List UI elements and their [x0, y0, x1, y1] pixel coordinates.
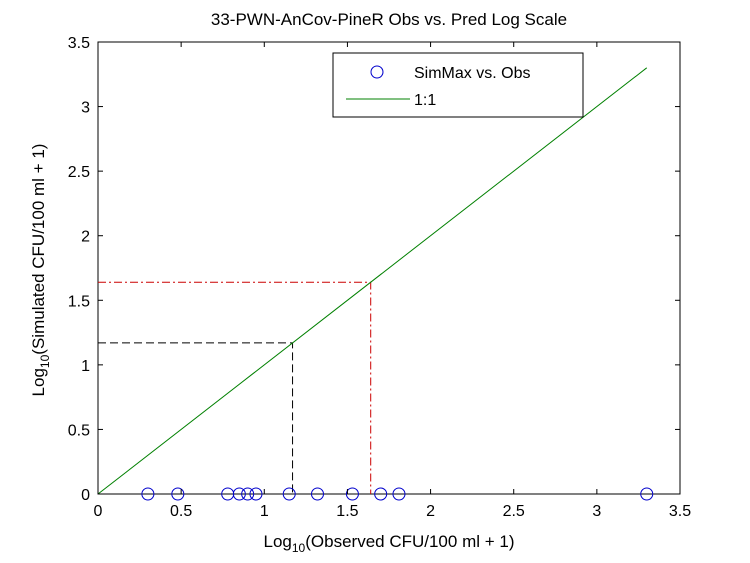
y-tick-label: 3 [81, 100, 90, 117]
legend-box [332, 52, 584, 118]
y-tick-label: 0.5 [68, 422, 90, 439]
x-tick-label: 3.5 [669, 503, 691, 520]
y-tick-label: 0 [81, 487, 90, 504]
data-point [232, 487, 246, 501]
legend-label-series-2: 1:1 [414, 92, 436, 109]
y-tick-label: 1.5 [68, 293, 90, 310]
data-point [249, 487, 263, 501]
x-axis-label-suffix: (Observed CFU/100 ml + 1) [305, 532, 514, 551]
y-axis-label: Log10(Simulated CFU/100 ml + 1) [29, 144, 52, 397]
x-axis-label: Log10(Observed CFU/100 ml + 1) [264, 532, 515, 555]
data-point [282, 487, 296, 501]
data-point [392, 487, 406, 501]
y-axis-label-prefix: Log [29, 368, 48, 396]
y-tick-label: 1 [81, 358, 90, 375]
one-to-one-line [97, 67, 648, 495]
x-tick-label: 3 [592, 503, 601, 520]
x-axis-ticks: 0 0.5 1 1.5 2 2.5 3 3.5 [94, 42, 691, 520]
data-point [345, 487, 359, 501]
y-axis-label-subscript: 10 [38, 354, 52, 368]
data-point [141, 487, 155, 501]
data-point [241, 487, 255, 501]
legend-circle-marker-icon [370, 65, 384, 79]
y-tick-label: 2.5 [68, 164, 90, 181]
y-axis-ticks: 0 0.5 1 1.5 2 2.5 3 3.5 [68, 35, 680, 504]
series-layer [97, 67, 654, 501]
chart-title: 33-PWN-AnCov-PineR Obs vs. Pred Log Scal… [211, 10, 567, 29]
legend-label-series-1: SimMax vs. Obs [414, 65, 530, 82]
x-tick-label: 0.5 [170, 503, 192, 520]
y-axis-label-suffix: (Simulated CFU/100 ml + 1) [29, 144, 48, 355]
data-point [171, 487, 185, 501]
y-tick-label: 2 [81, 229, 90, 246]
data-point [640, 487, 654, 501]
x-axis-label-subscript: 10 [292, 541, 306, 555]
x-tick-label: 1.5 [336, 503, 358, 520]
y-tick-label: 3.5 [68, 35, 90, 52]
legend: SimMax vs. Obs 1:1 [332, 52, 584, 118]
x-tick-label: 2.5 [503, 503, 525, 520]
data-point [374, 487, 388, 501]
x-tick-label: 1 [260, 503, 269, 520]
x-axis-label-prefix: Log [264, 532, 292, 551]
data-point [310, 487, 324, 501]
x-tick-label: 2 [426, 503, 435, 520]
x-tick-label: 0 [94, 503, 103, 520]
